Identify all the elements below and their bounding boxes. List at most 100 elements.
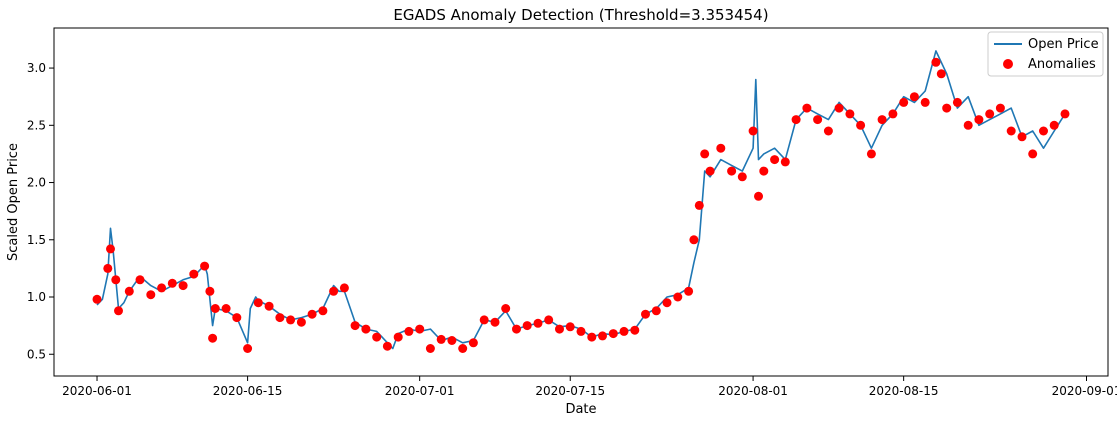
anomaly-point [167,278,177,288]
anomaly-point [178,281,188,291]
legend-anomaly-swatch [1003,59,1013,69]
anomaly-point [598,331,607,341]
anomaly-point [425,344,435,353]
x-tick-label: 2020-07-15 [535,384,605,398]
anomaly-point [587,332,597,342]
anomaly-point [942,103,952,113]
anomaly-point [565,322,575,332]
anomaly-point [866,149,876,159]
anomaly-point [135,275,145,285]
anomaly-point [1060,109,1070,119]
anomaly-point [275,313,285,323]
y-tick-label: 0.5 [27,347,46,361]
x-tick-label: 2020-08-15 [869,384,939,398]
legend-entry-open-price: Open Price [1028,37,1099,52]
anomaly-point [468,338,478,348]
anomaly-point [1039,126,1048,136]
anomaly-point [641,309,650,319]
anomaly-point [770,155,780,165]
anomaly-point [458,344,468,353]
anomaly-point [737,172,747,182]
anomaly-point [791,115,801,125]
x-tick-label: 2020-06-15 [213,384,283,398]
anomaly-point [974,115,984,125]
anomaly-point [92,294,102,304]
legend-entry-anomalies: Anomalies [1028,57,1096,72]
anomaly-point [727,166,737,176]
anomaly-point [189,269,199,279]
anomaly-point [111,275,121,285]
y-tick-label: 3.0 [27,61,46,75]
anomaly-point [619,326,629,336]
anomaly-point [361,324,371,334]
anomaly-point [716,143,726,153]
y-tick-label: 2.5 [27,118,46,132]
anomaly-point [382,341,392,351]
anomaly-point [705,166,715,176]
x-tick-label: 2020-08-01 [718,384,788,398]
x-tick-label: 2020-09-01 [1052,384,1117,398]
anomaly-point [759,166,769,176]
anomaly-point [296,317,306,327]
anomaly-point [522,321,532,331]
anomaly-point [1049,120,1059,130]
anomaly-point [995,103,1005,113]
anomaly-point [114,306,123,316]
anomaly-point [157,283,167,293]
anomaly-point [146,290,156,300]
anomaly-point [106,244,115,254]
anomaly-point [684,286,694,296]
anomaly-point [479,315,489,325]
anomaly-point [544,315,554,325]
anomaly-point [286,315,296,325]
anomaly-point [899,97,909,107]
anomaly-point [350,321,360,331]
y-tick-label: 1.0 [27,290,46,304]
y-axis: 0.5 1.0 1.5 2.0 2.5 3.0 [27,61,54,361]
plot-area [53,27,1109,377]
anomaly-point [630,325,640,335]
anomaly-point [909,92,919,102]
x-tick-label: 2020-07-01 [385,384,455,398]
anomaly-point [651,306,661,316]
anomaly-point [823,126,833,136]
anomaly-point [936,69,946,79]
anomaly-point [608,329,618,339]
anomaly-point [490,317,500,327]
anomaly-point [436,334,446,344]
anomaly-point [372,332,382,342]
anomaly-point [221,304,231,313]
anomaly-point [963,120,973,130]
anomaly-point [931,57,941,67]
x-tick-label: 2020-06-01 [62,384,132,398]
anomaly-point [689,235,699,245]
anomaly-point [952,97,962,107]
anomaly-point [754,191,763,201]
anomaly-point [662,298,672,308]
anomaly-point [103,263,113,273]
legend: Open Price Anomalies [987,31,1104,77]
anomaly-point [985,109,995,119]
anomaly-point [813,115,823,125]
anomaly-point [339,283,349,293]
anomaly-point [1006,126,1016,136]
anomaly-point [1028,149,1038,159]
anomaly-point [200,261,210,271]
anomaly-point [780,157,790,167]
anomaly-point [404,326,414,336]
anomaly-point [415,324,425,334]
anomaly-point [393,332,403,342]
anomaly-point [307,309,317,319]
anomaly-point [673,292,683,302]
x-axis-label: Date [565,402,596,417]
anomaly-points [92,57,1070,353]
chart-title: EGADS Anomaly Detection (Threshold=3.353… [393,6,768,24]
anomaly-point [253,298,263,308]
anomaly-point [555,324,564,334]
anomaly-point [700,149,710,159]
anomaly-point [834,103,844,113]
anomaly-point [210,304,220,313]
anomaly-point [205,286,215,296]
anomaly-point [920,97,930,107]
